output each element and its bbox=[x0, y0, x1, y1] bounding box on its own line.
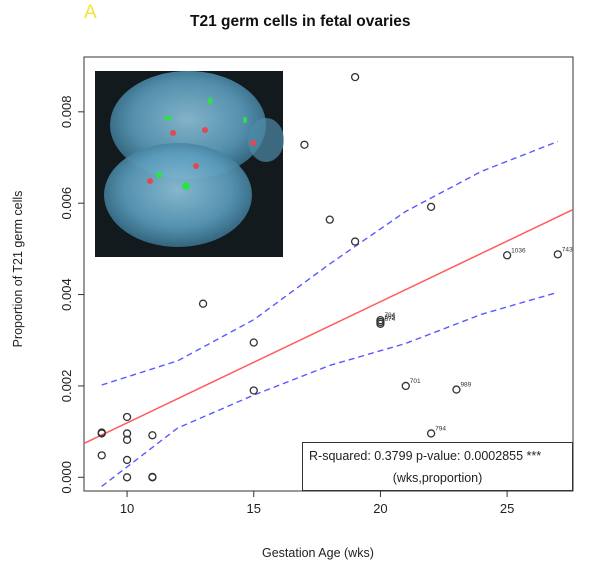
stats-units-text: (wks,proportion) bbox=[392, 471, 483, 485]
x-axis-label: Gestation Age (wks) bbox=[262, 546, 374, 560]
plot-frame bbox=[83, 56, 574, 492]
data-point bbox=[426, 429, 436, 438]
data-point bbox=[249, 338, 258, 347]
y-tick-label: 0.004 bbox=[59, 278, 74, 311]
x-tick-label: 20 bbox=[373, 501, 387, 516]
data-point bbox=[553, 250, 562, 259]
regression-line bbox=[83, 208, 574, 445]
y-tick-label: 0.000 bbox=[59, 461, 74, 494]
point-id-label: 743 bbox=[562, 246, 573, 253]
data-point bbox=[502, 251, 512, 260]
inset-micrograph bbox=[95, 71, 284, 257]
data-point bbox=[452, 385, 461, 394]
chart-title: T21 germ cells in fetal ovaries bbox=[190, 13, 411, 30]
data-point bbox=[198, 299, 208, 308]
point-id-label: 665 bbox=[384, 314, 395, 321]
point-id-label: 704 bbox=[384, 312, 395, 319]
point-id-label: 1036 bbox=[511, 247, 526, 254]
data-point bbox=[122, 412, 132, 422]
x-tick-label: 10 bbox=[120, 501, 134, 516]
data-point bbox=[148, 472, 157, 481]
data-point bbox=[97, 451, 106, 460]
point-id-label: 794 bbox=[435, 425, 446, 432]
stats-r-squared-text: R-squared: 0.3799 p-value: 0.0002855 *** bbox=[309, 449, 542, 463]
data-point bbox=[350, 237, 360, 246]
y-tick-label: 0.008 bbox=[59, 96, 74, 129]
point-id-label: 701 bbox=[410, 378, 421, 385]
point-id-label: 674 bbox=[384, 316, 395, 323]
data-point bbox=[376, 319, 385, 328]
data-point bbox=[249, 386, 258, 395]
data-point bbox=[122, 473, 132, 482]
data-point bbox=[148, 431, 157, 440]
data-point bbox=[97, 429, 106, 438]
panel-label: A bbox=[84, 2, 97, 23]
data-point bbox=[401, 381, 410, 391]
confidence-band-lower bbox=[101, 291, 558, 487]
stats-annotation-box: R-squared: 0.3799 p-value: 0.0002855 ***… bbox=[302, 442, 573, 491]
data-point bbox=[300, 140, 309, 149]
y-tick-label: 0.006 bbox=[59, 187, 74, 220]
data-point bbox=[122, 455, 132, 465]
x-tick-label: 15 bbox=[247, 501, 261, 516]
data-point bbox=[122, 435, 132, 444]
y-tick-label: 0.002 bbox=[59, 370, 74, 403]
data-point bbox=[426, 202, 436, 211]
confidence-band-upper bbox=[101, 140, 559, 386]
x-tick-label: 25 bbox=[500, 501, 514, 516]
point-id-label: 989 bbox=[460, 382, 471, 389]
data-point bbox=[350, 72, 360, 82]
data-point bbox=[325, 215, 334, 224]
